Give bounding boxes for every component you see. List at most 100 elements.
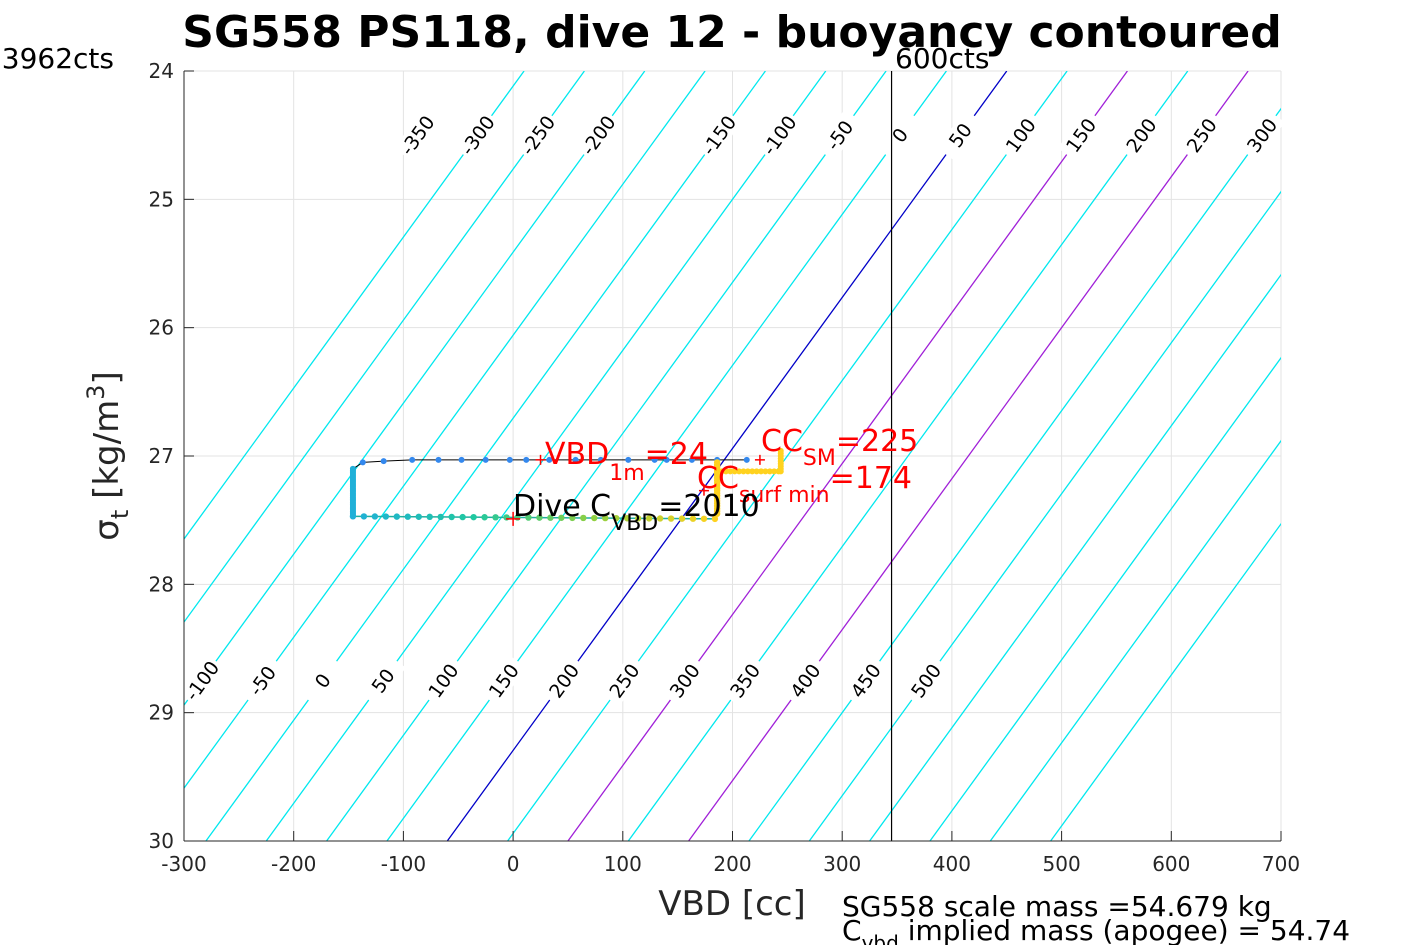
contour-line (184, 71, 525, 541)
x-tick-label: -300 (161, 852, 206, 876)
ascent-point (426, 513, 433, 521)
ascent-point (667, 515, 675, 522)
contour-line-highlight (567, 71, 1128, 841)
footer-scale-mass: SG558 scale mass =54.679 kg (842, 890, 1272, 923)
surface-point (758, 468, 765, 475)
contour-line (184, 71, 585, 624)
ascent-point (503, 514, 510, 521)
contour-line (808, 190, 1281, 841)
contour-line (627, 71, 1189, 841)
contour-label-bg (842, 654, 889, 707)
ascent-point (591, 514, 598, 522)
contour-label-bg (937, 109, 984, 162)
y-tick-label: 28 (149, 572, 174, 596)
ascent-point (678, 515, 686, 522)
ascent-point (711, 515, 719, 523)
contour-label-bg (178, 654, 225, 707)
corner-label-right: 600cts (895, 42, 989, 75)
x-tick-label: 300 (823, 852, 861, 876)
ascent-point (437, 513, 444, 521)
contour-line (929, 356, 1281, 841)
surface-point (740, 468, 747, 475)
contour-line-zero (446, 71, 1008, 841)
y-tick-label: 30 (149, 829, 174, 853)
ascent-point (360, 513, 368, 520)
contour-label-bg (1238, 109, 1285, 162)
ascent-point (536, 514, 543, 521)
descent-point (597, 456, 604, 463)
contour-line (748, 107, 1281, 841)
ascent-point (492, 514, 499, 521)
surface-point (753, 468, 760, 475)
x-tick-label: 500 (1043, 852, 1081, 876)
contour-label-bg (359, 654, 406, 707)
annotations: VBD1m=24 CCSM=225 CCsurf min=174 Dive CV… (513, 424, 918, 536)
ascent-point (700, 515, 708, 522)
ascent-point (459, 513, 466, 521)
ascent-point (613, 514, 620, 522)
cc-sm-sub: SM (803, 446, 836, 471)
ascent-point (349, 513, 357, 520)
dive-data-series (349, 447, 784, 526)
y-label-sup: 3 (82, 385, 110, 400)
contour-label-bg (721, 654, 768, 707)
footer-implied-value: implied mass (apogee) = 54.74 (899, 914, 1350, 945)
contour-label-bg (394, 109, 441, 162)
contour-line (386, 71, 947, 841)
descent-point (409, 456, 416, 463)
ascent-point (470, 513, 477, 521)
x-tick-label: 700 (1262, 852, 1300, 876)
dive-cvbd-annotation: Dive CVBD=2010 (513, 489, 760, 536)
ascent-point (404, 513, 411, 520)
contour-label-bg (601, 654, 648, 707)
contour-line-highlight (688, 71, 1249, 841)
dive-cvbd-main: Dive C (513, 489, 611, 524)
ascent-point (525, 514, 532, 521)
vbd-1m-annotation: VBD1m=24 (545, 437, 708, 486)
contour-line (869, 273, 1281, 841)
cc-sm-value: =225 (836, 424, 918, 459)
buoyancy-contours (184, 71, 1281, 841)
vbd-1m-value: =24 (645, 437, 708, 472)
y-axis-label: σt [kg/m3] (82, 371, 134, 540)
contour-label-bg (575, 109, 622, 162)
ascent-point (656, 515, 664, 522)
contour-label-bg (480, 654, 527, 707)
surface-point (744, 468, 751, 475)
x-tick-label: 100 (604, 852, 642, 876)
contour-label-bg (1178, 109, 1225, 162)
contour-line (507, 71, 1068, 841)
vbd-1m-main: VBD (545, 437, 609, 472)
contour-label-bg (782, 654, 829, 707)
surface-point (766, 468, 773, 475)
descent-point (359, 459, 366, 466)
cc-surf-main: CC (697, 461, 739, 496)
contour-label-bg (299, 654, 346, 707)
ascent-point (569, 514, 576, 522)
surface-point (749, 468, 756, 475)
y-tick-label: 27 (149, 444, 174, 468)
descent-point (546, 456, 553, 463)
y-label-sigma: σ (87, 519, 127, 541)
y-label-units: [kg/m (87, 400, 127, 510)
footer-vbd-sub: vbd (862, 931, 899, 945)
descent-point (572, 456, 579, 463)
descent-point (380, 458, 387, 465)
surface-point (714, 468, 721, 475)
contour-line (989, 439, 1281, 841)
contour-label-bg (1118, 109, 1165, 162)
contour-label-bg (661, 654, 708, 707)
ascent-point (558, 514, 565, 521)
contour-label-bg (816, 109, 863, 162)
y-label-sub: t (106, 510, 134, 519)
contour-label-bg (902, 654, 949, 707)
surface-point (771, 468, 778, 475)
cc-sm-annotation: CCSM=225 (761, 424, 918, 471)
contour-label-bg (454, 109, 501, 162)
contour-label-bg (420, 654, 467, 707)
contour-label-bg (540, 654, 587, 707)
surface-point (736, 468, 743, 475)
descent-point (506, 456, 513, 463)
ascent-point (547, 514, 554, 521)
